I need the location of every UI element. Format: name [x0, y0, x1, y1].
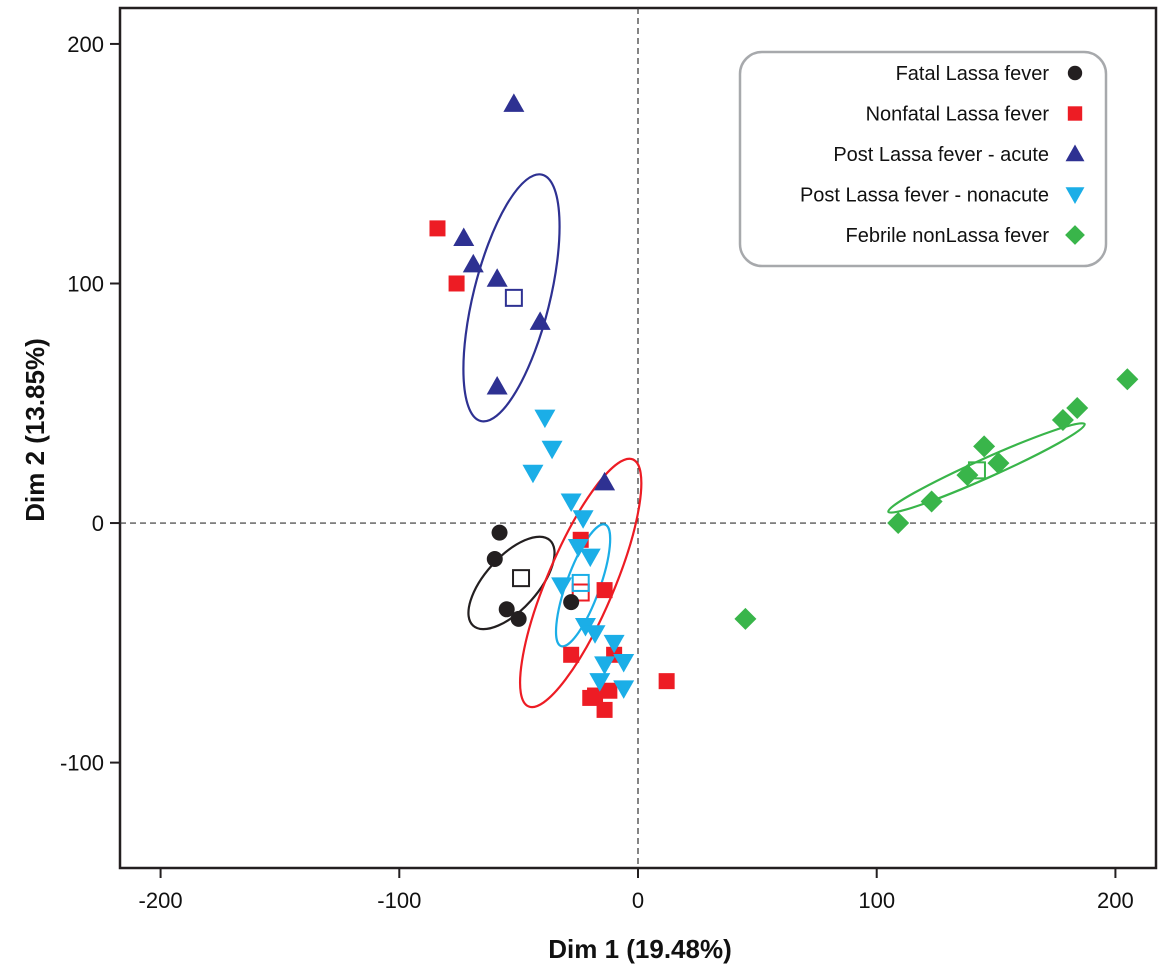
- point-triangle-down: [574, 618, 596, 637]
- point-square: [582, 689, 599, 706]
- point-triangle-down: [522, 464, 544, 484]
- point-square: [601, 682, 618, 699]
- point-circle: [491, 524, 508, 541]
- point-diamond: [987, 452, 1010, 475]
- x-tick-label: -200: [139, 888, 183, 913]
- point-triangle-down: [534, 409, 556, 429]
- centroid-marker: [571, 573, 590, 592]
- point-square: [448, 275, 465, 292]
- legend-label: Post Lassa fever - acute: [833, 144, 1049, 166]
- legend-label: Fatal Lassa fever: [896, 63, 1050, 85]
- point-triangle-down: [572, 510, 594, 529]
- point-square: [1067, 106, 1083, 121]
- centroid-marker: [512, 569, 531, 588]
- x-tick-label: -100: [377, 888, 421, 913]
- point-diamond: [956, 464, 979, 487]
- legend-box: [738, 50, 1108, 268]
- point-circle: [498, 601, 515, 618]
- point-square: [596, 701, 613, 718]
- point-triangle-down: [541, 440, 563, 460]
- point-square: [658, 673, 675, 690]
- point-triangle-down: [594, 656, 616, 675]
- legend: Fatal Lassa fever Nonfatal Lassa fever Pos…: [738, 50, 1108, 268]
- point-diamond: [973, 435, 996, 458]
- point-diamond: [1116, 368, 1139, 391]
- point-diamond: [920, 490, 943, 513]
- point-triangle-up: [486, 375, 508, 395]
- x-axis: -200 -100 0 100 200: [139, 868, 1134, 913]
- centroid-marker: [571, 583, 590, 602]
- point-circle: [1067, 65, 1083, 81]
- reference-lines: [120, 8, 1156, 868]
- point-triangle-down: [560, 493, 582, 512]
- y-axis: 200 100 0 -100: [60, 32, 120, 776]
- point-triangle-up: [529, 311, 551, 330]
- point-diamond: [887, 512, 910, 535]
- point-triangle-down: [589, 673, 611, 692]
- confidence-ellipse: [462, 173, 561, 423]
- point-square: [429, 220, 446, 237]
- point-triangle-down: [613, 653, 635, 673]
- y-tick-label: -100: [60, 751, 104, 776]
- point-triangle-up: [503, 93, 525, 112]
- legend-label: Febrile nonLassa fever: [846, 225, 1050, 247]
- point-diamond: [1066, 397, 1089, 420]
- point-triangle-down: [1065, 187, 1085, 204]
- point-circle: [563, 594, 580, 611]
- data-points: [429, 93, 1139, 718]
- point-circle: [486, 550, 503, 567]
- confidence-ellipses: [462, 173, 1086, 709]
- point-triangle-down: [551, 577, 573, 596]
- point-triangle-up: [1065, 144, 1085, 162]
- y-tick-label: 100: [67, 271, 104, 296]
- point-triangle-down: [584, 625, 606, 644]
- point-square: [563, 646, 580, 663]
- point-triangle-up: [462, 253, 484, 273]
- point-triangle-down: [613, 680, 635, 699]
- centroids: [504, 288, 986, 602]
- point-circle: [510, 610, 527, 627]
- point-diamond: [1051, 409, 1074, 432]
- confidence-ellipse: [887, 422, 1086, 514]
- y-tick-label: 0: [92, 511, 104, 536]
- point-triangle-down: [567, 538, 589, 558]
- x-tick-label: 0: [632, 888, 644, 913]
- x-tick-label: 200: [1097, 888, 1134, 913]
- x-axis-title: Dim 1 (19.48%): [548, 934, 732, 964]
- x-tick-label: 100: [858, 888, 895, 913]
- point-diamond: [1065, 225, 1085, 245]
- point-triangle-up: [486, 268, 508, 287]
- point-square: [596, 582, 613, 599]
- legend-label: Post Lassa fever - nonacute: [800, 185, 1049, 207]
- y-tick-label: 200: [67, 32, 104, 57]
- point-triangle-down: [579, 548, 601, 568]
- point-triangle-down: [603, 634, 625, 654]
- point-diamond: [734, 607, 757, 630]
- legend-label: Nonfatal Lassa fever: [866, 104, 1050, 126]
- y-axis-title: Dim 2 (13.85%): [20, 338, 50, 522]
- centroid-marker: [504, 288, 523, 307]
- point-triangle-up: [453, 227, 475, 246]
- point-triangle-up: [594, 471, 616, 491]
